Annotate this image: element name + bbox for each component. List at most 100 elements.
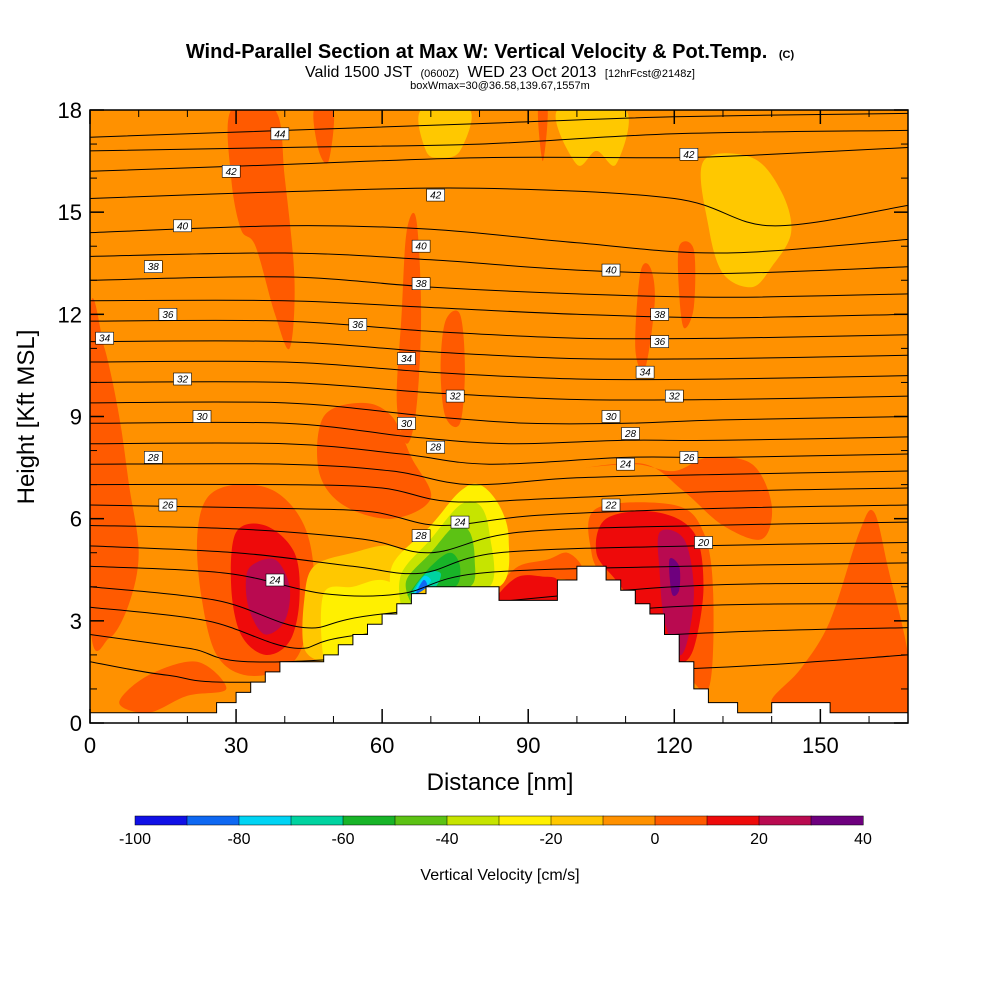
chart-subtitle: Valid 1500 JST (0600Z) WED 23 Oct 2013 [… <box>305 64 695 81</box>
contour-label: 24 <box>616 457 635 471</box>
contour-label-box <box>348 318 368 331</box>
contour-label-text: 34 <box>640 368 652 379</box>
velocity-region <box>586 456 773 540</box>
velocity-region <box>677 241 696 329</box>
contour-label: 42 <box>426 188 446 202</box>
contour-label-text: 28 <box>147 453 160 464</box>
colorbar-tick-label: -100 <box>119 831 151 848</box>
y-tick-label: 0 <box>70 711 82 736</box>
contour-label-text: 24 <box>619 460 632 471</box>
chart-title-main: Wind-Parallel Section at Max W: Vertical… <box>186 41 767 63</box>
contour-label: 42 <box>221 165 241 178</box>
colorbar-swatch <box>654 815 708 826</box>
subtitle-valid: Valid 1500 JST <box>305 64 413 81</box>
colorbar-tick-label: 0 <box>651 831 660 848</box>
contour-label-box <box>426 440 446 454</box>
contour-label-box <box>397 416 416 430</box>
colorbar-swatch <box>810 815 864 826</box>
colorbar-tick-label: -40 <box>435 831 458 848</box>
contour-label-text: 26 <box>682 453 695 464</box>
theta-contour-line <box>90 381 908 401</box>
chart-title: Wind-Parallel Section at Max W: Vertical… <box>186 41 795 63</box>
contour-label: 20 <box>694 536 713 549</box>
contour-label-text: 36 <box>162 310 174 321</box>
contour-label-box <box>144 260 163 274</box>
contour-label-text: 40 <box>416 242 428 253</box>
contour-label-text: 44 <box>274 129 286 140</box>
terrain <box>90 565 908 723</box>
theta-contour-line <box>90 521 908 554</box>
x-tick-label: 120 <box>656 733 693 758</box>
contour-label-box <box>426 188 446 202</box>
contour-label-text: 34 <box>99 334 111 345</box>
colorbar-swatch <box>186 815 240 826</box>
contour-label-box <box>173 372 192 386</box>
theta-contour-line <box>90 340 908 360</box>
contour-label: 34 <box>397 352 416 365</box>
velocity-region <box>317 402 432 519</box>
contour-label: 30 <box>192 410 212 423</box>
y-axis-label: Height [Kft MSL] <box>13 330 40 505</box>
contour-label-text: 40 <box>177 221 189 232</box>
contour-label-box <box>173 219 192 233</box>
y-tick-label: 3 <box>70 609 82 634</box>
contour-label-text: 30 <box>401 419 413 430</box>
velocity-region <box>771 509 908 718</box>
x-tick-label: 60 <box>370 733 394 758</box>
velocity-field <box>90 110 908 718</box>
contour-label-text: 32 <box>450 392 462 403</box>
y-tick-label: 12 <box>58 302 82 327</box>
colorbar-label: Vertical Velocity [cm/s] <box>420 867 579 884</box>
terrain-profile <box>90 565 908 723</box>
contour-label-text: 34 <box>401 354 413 365</box>
contour-label-text: 42 <box>226 167 238 178</box>
contour-label-box <box>679 148 699 161</box>
contour-label-box <box>445 389 465 403</box>
colorbar-swatch <box>290 815 344 826</box>
contour-label-box <box>411 277 431 291</box>
contour-label-box <box>270 127 290 141</box>
contour-label-box <box>144 451 163 464</box>
colorbar-tick-label: 20 <box>750 831 768 848</box>
contour-label: 24 <box>450 515 470 529</box>
subtitle-forecast: [12hrFcst@2148z] <box>605 68 695 80</box>
colorbar-swatch <box>342 815 396 826</box>
velocity-region <box>416 579 428 594</box>
x-axis-label: Distance [nm] <box>427 769 574 796</box>
contour-label: 32 <box>173 372 192 386</box>
contour-label: 40 <box>601 263 621 277</box>
contour-label-box <box>158 307 178 321</box>
contour-label-text: 26 <box>161 501 174 512</box>
contour-label-text: 40 <box>605 266 617 277</box>
theta-contour-line <box>90 401 908 425</box>
contour-label-text: 32 <box>177 375 189 386</box>
contour-label-box <box>221 165 241 178</box>
theta-contour-line <box>90 129 908 152</box>
contour-label-box <box>192 410 212 423</box>
contour-label-box <box>411 529 431 543</box>
contour-label-box <box>397 352 416 365</box>
contour-label-text: 42 <box>430 191 442 202</box>
colorbar-swatch <box>550 815 604 826</box>
contour-label: 26 <box>679 451 699 464</box>
velocity-region <box>313 110 335 164</box>
theta-contour-line <box>90 252 908 275</box>
theta-contour-line <box>90 225 908 254</box>
velocity-region <box>537 110 548 162</box>
colorbar-tick-label: -20 <box>539 831 562 848</box>
colorbar-swatch <box>394 815 448 826</box>
theta-contour-line <box>90 319 908 340</box>
contour-label-text: 30 <box>605 412 617 423</box>
contour-label: 36 <box>158 307 178 321</box>
contour-label: 40 <box>411 239 431 253</box>
contour-label-text: 28 <box>429 443 442 454</box>
contour-label: 34 <box>95 331 114 345</box>
contour-label: 28 <box>411 529 431 543</box>
y-tick-label: 9 <box>70 405 82 430</box>
colorbar-swatch <box>498 815 552 826</box>
subtitle-date: WED 23 Oct 2013 <box>468 64 597 81</box>
colorbar-swatch <box>758 815 812 826</box>
chart-subtitle-box: boxWmax=30@36.58,139.67,1557m <box>410 80 590 92</box>
contour-label-box <box>158 498 178 512</box>
subtitle-zulu: (0600Z) <box>421 68 460 80</box>
